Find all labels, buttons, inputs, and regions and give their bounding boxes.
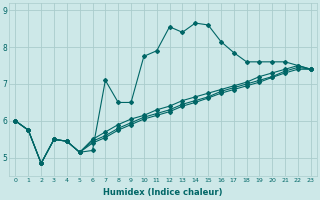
X-axis label: Humidex (Indice chaleur): Humidex (Indice chaleur) — [103, 188, 223, 197]
